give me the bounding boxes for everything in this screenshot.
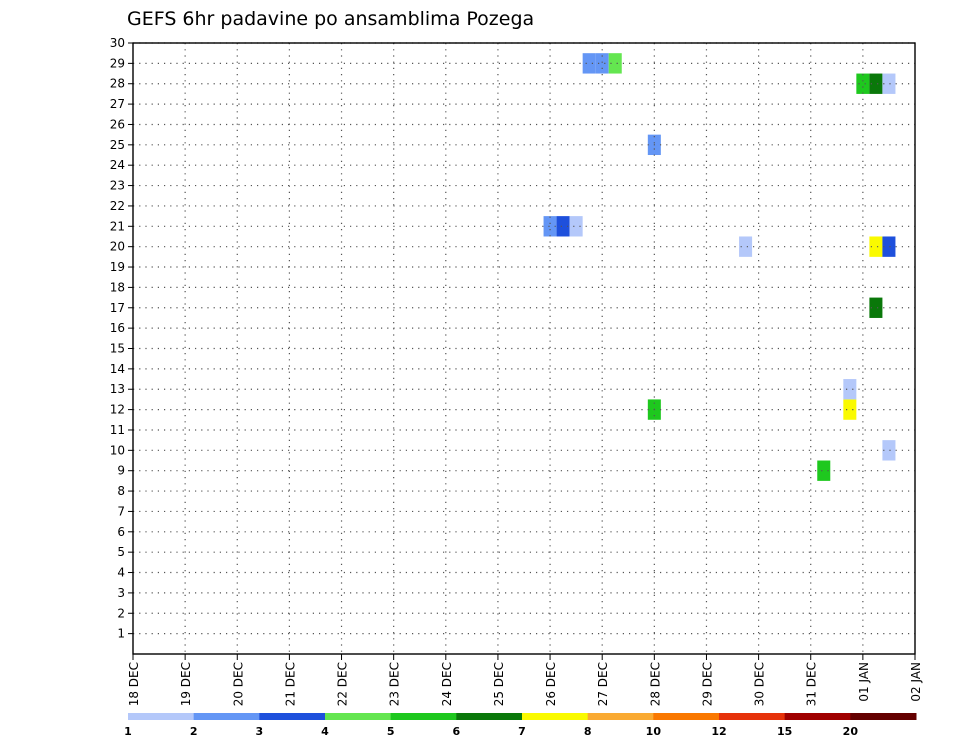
y-tick-label: 28 xyxy=(110,77,125,91)
x-tick-label: 01 JAN xyxy=(857,662,871,702)
x-tick-label: 18 DEC xyxy=(127,662,141,706)
x-tick-label: 21 DEC xyxy=(283,662,297,706)
y-tick-label: 26 xyxy=(110,117,125,131)
y-tick-label: 14 xyxy=(110,362,125,376)
colorbar-swatch xyxy=(784,713,851,720)
colorbar-label: 2 xyxy=(190,725,198,738)
y-tick-label: 23 xyxy=(110,179,125,193)
colorbar-label: 6 xyxy=(453,725,461,738)
colorbar-swatch xyxy=(325,713,392,720)
colorbar-label: 4 xyxy=(321,725,329,738)
y-tick-label: 29 xyxy=(110,56,125,70)
heatmap-cell xyxy=(869,73,883,94)
y-tick-label: 9 xyxy=(117,464,125,478)
y-tick-label: 27 xyxy=(110,97,125,111)
y-tick-label: 12 xyxy=(110,403,125,417)
heatmap-cell xyxy=(843,379,857,400)
heatmap-cell xyxy=(843,399,857,420)
y-tick-label: 8 xyxy=(117,484,125,498)
heatmap-cell xyxy=(569,216,583,237)
y-tick-label: 10 xyxy=(110,443,125,457)
x-tick-label: 23 DEC xyxy=(388,662,402,706)
colorbar-label: 12 xyxy=(711,725,726,738)
y-tick-label: 30 xyxy=(110,36,125,50)
heatmap-cell xyxy=(739,236,753,257)
y-tick-label: 22 xyxy=(110,199,125,213)
x-tick-label: 27 DEC xyxy=(596,662,610,706)
heatmap-cell xyxy=(595,53,609,74)
y-tick-label: 2 xyxy=(117,606,125,620)
y-tick-label: 19 xyxy=(110,260,125,274)
colorbar: 1 2 3 4 5 6 7 8 10 12 15 20 xyxy=(124,713,917,738)
y-tick-label: 1 xyxy=(117,627,125,641)
x-tick-label: 30 DEC xyxy=(753,662,767,706)
x-tick-label: 02 JAN xyxy=(909,662,923,702)
colorbar-swatch xyxy=(456,713,523,720)
colorbar-label: 15 xyxy=(777,725,792,738)
grid-layer xyxy=(133,42,915,654)
colorbar-swatch xyxy=(128,713,195,720)
y-tick-label: 6 xyxy=(117,525,125,539)
x-tick-label: 28 DEC xyxy=(648,662,662,706)
colorbar-label: 8 xyxy=(584,725,592,738)
heatmap-cell xyxy=(543,216,557,237)
colorbar-swatch xyxy=(522,713,589,720)
x-tick-label: 20 DEC xyxy=(231,662,245,706)
colorbar-label: 20 xyxy=(843,725,859,738)
heatmap-cell xyxy=(856,73,870,94)
y-tick-label: 7 xyxy=(117,504,125,518)
y-tick-label: 11 xyxy=(110,423,125,437)
y-tick-label: 21 xyxy=(110,219,125,233)
x-tick-label: 26 DEC xyxy=(544,662,558,706)
heatmap-cell xyxy=(869,236,883,257)
y-tick-label: 24 xyxy=(110,158,125,172)
x-tick-label: 24 DEC xyxy=(440,662,454,706)
y-tick-label: 15 xyxy=(110,342,125,356)
heatmap-cell xyxy=(882,236,896,257)
heatmap-cell xyxy=(556,216,570,237)
y-tick-label: 17 xyxy=(110,301,125,315)
heatmap-cell xyxy=(582,53,596,74)
colorbar-swatch xyxy=(390,713,457,720)
y-tick-label: 16 xyxy=(110,321,125,335)
x-tick-label: 25 DEC xyxy=(492,662,506,706)
y-tick-label: 13 xyxy=(110,382,125,396)
y-tick-label: 5 xyxy=(117,545,125,559)
colorbar-swatch xyxy=(193,713,260,720)
heatmap-cell xyxy=(608,53,622,74)
heatmap-cell xyxy=(882,440,896,461)
y-tick-label: 3 xyxy=(117,586,125,600)
y-tick-label: 25 xyxy=(110,138,125,152)
heatmap-cell xyxy=(869,297,883,318)
axis-layer: 1234567891011121314151617181920212223242… xyxy=(110,36,923,706)
colorbar-swatch xyxy=(259,713,326,720)
colorbar-label: 3 xyxy=(256,725,264,738)
y-tick-label: 4 xyxy=(117,566,125,580)
colorbar-swatch xyxy=(719,713,786,720)
colorbar-label: 5 xyxy=(387,725,395,738)
heatmap-cell xyxy=(882,73,896,94)
y-tick-label: 18 xyxy=(110,280,125,294)
cells-layer xyxy=(543,53,896,481)
x-tick-label: 29 DEC xyxy=(700,662,714,706)
x-tick-label: 22 DEC xyxy=(336,662,350,706)
x-tick-label: 31 DEC xyxy=(805,662,819,706)
colorbar-swatch xyxy=(587,713,654,720)
colorbar-swatch xyxy=(653,713,720,720)
y-tick-label: 20 xyxy=(110,240,125,254)
colorbar-label: 1 xyxy=(124,725,132,738)
colorbar-label: 10 xyxy=(646,725,662,738)
colorbar-swatch xyxy=(850,713,917,720)
chart-title: GEFS 6hr padavine po ansamblima Pozega xyxy=(127,8,534,30)
heatmap-cell xyxy=(817,460,831,481)
colorbar-label: 7 xyxy=(518,725,526,738)
x-tick-label: 19 DEC xyxy=(179,662,193,706)
